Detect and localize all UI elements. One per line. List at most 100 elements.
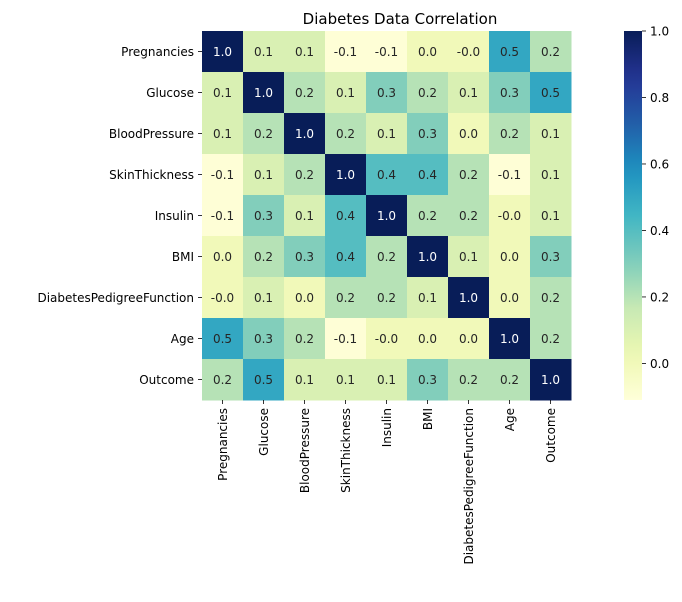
heatmap-cell-7-7 — [489, 318, 531, 360]
heatmap-cell-5-1 — [243, 236, 285, 278]
cell-label-8-4: 0.1 — [377, 373, 396, 387]
x-tick-label: DiabetesPedigreeFunction — [462, 408, 476, 565]
cell-label-1-7: 0.3 — [500, 86, 519, 100]
cell-label-2-8: 0.1 — [541, 127, 560, 141]
cell-label-6-4: 0.2 — [377, 291, 396, 305]
cell-label-1-3: 0.1 — [336, 86, 355, 100]
cell-label-2-2: 1.0 — [295, 127, 314, 141]
cell-label-6-2: 0.0 — [295, 291, 314, 305]
y-tick-label: Pregnancies — [121, 45, 194, 59]
heatmap-cell-5-6 — [448, 236, 490, 278]
cell-label-8-6: 0.2 — [459, 373, 478, 387]
cell-label-8-0: 0.2 — [213, 373, 232, 387]
cell-label-3-0: -0.1 — [211, 168, 234, 182]
heatmap-cell-6-8 — [530, 277, 572, 319]
heatmap-cell-4-2 — [284, 195, 326, 237]
heatmap-cell-1-1 — [243, 72, 285, 114]
heatmap-cell-7-2 — [284, 318, 326, 360]
x-tick-label: Glucose — [257, 408, 271, 456]
heatmap-cell-7-8 — [530, 318, 572, 360]
heatmap-cell-5-7 — [489, 236, 531, 278]
heatmap-cell-0-2 — [284, 31, 326, 73]
chart-title: Diabetes Data Correlation — [303, 10, 498, 28]
cell-label-2-3: 0.2 — [336, 127, 355, 141]
heatmap-cell-8-4 — [366, 359, 408, 401]
heatmap-cell-5-3 — [325, 236, 367, 278]
cell-label-2-6: 0.0 — [459, 127, 478, 141]
heatmap-cell-3-7 — [489, 154, 531, 196]
cell-label-1-0: 0.1 — [213, 86, 232, 100]
heatmap-cell-5-8 — [530, 236, 572, 278]
heatmap-cell-0-5 — [407, 31, 449, 73]
y-tick-label: Insulin — [155, 209, 194, 223]
x-tick-label: Outcome — [544, 408, 558, 463]
cell-label-5-8: 0.3 — [541, 250, 560, 264]
heatmap-cell-8-2 — [284, 359, 326, 401]
heatmap-cell-6-1 — [243, 277, 285, 319]
heatmap-cell-1-2 — [284, 72, 326, 114]
y-tick-label: BloodPressure — [109, 127, 194, 141]
cell-label-4-6: 0.2 — [459, 209, 478, 223]
cell-label-3-4: 0.4 — [377, 168, 396, 182]
cell-label-4-0: -0.1 — [211, 209, 234, 223]
heatmap-cell-8-5 — [407, 359, 449, 401]
cell-label-0-0: 1.0 — [213, 45, 232, 59]
heatmap-cell-3-8 — [530, 154, 572, 196]
heatmap-cell-5-2 — [284, 236, 326, 278]
cell-label-6-0: -0.0 — [211, 291, 234, 305]
heatmap-cell-6-0 — [202, 277, 244, 319]
colorbar-tick-label: 0.8 — [650, 91, 669, 105]
heatmap-cell-2-0 — [202, 113, 244, 155]
heatmap-cell-6-5 — [407, 277, 449, 319]
cell-label-1-8: 0.5 — [541, 86, 560, 100]
heatmap-cell-2-3 — [325, 113, 367, 155]
x-tick-label: BloodPressure — [298, 408, 312, 493]
heatmap-cell-3-2 — [284, 154, 326, 196]
heatmap-cell-7-5 — [407, 318, 449, 360]
heatmap-cell-2-7 — [489, 113, 531, 155]
cell-label-4-4: 1.0 — [377, 209, 396, 223]
heatmap-cell-1-5 — [407, 72, 449, 114]
heatmap-cell-1-8 — [530, 72, 572, 114]
cell-label-6-7: 0.0 — [500, 291, 519, 305]
cell-label-7-5: 0.0 — [418, 332, 437, 346]
heatmap-cell-1-7 — [489, 72, 531, 114]
cell-label-8-2: 0.1 — [295, 373, 314, 387]
heatmap-cell-2-2 — [284, 113, 326, 155]
heatmap-cell-1-4 — [366, 72, 408, 114]
cell-label-7-4: -0.0 — [375, 332, 398, 346]
heatmap-cell-3-3 — [325, 154, 367, 196]
heatmap-cell-0-8 — [530, 31, 572, 73]
heatmap-cell-8-3 — [325, 359, 367, 401]
colorbar-ticks: 0.0 0.2 0.4 0.6 0.8 1.0 — [642, 25, 669, 371]
cell-label-8-7: 0.2 — [500, 373, 519, 387]
heatmap-cell-5-5 — [407, 236, 449, 278]
cell-label-5-7: 0.0 — [500, 250, 519, 264]
x-tick-labels: Pregnancies Glucose BloodPressure SkinThick… — [216, 400, 558, 565]
heatmap-cell-3-5 — [407, 154, 449, 196]
cell-label-5-3: 0.4 — [336, 250, 355, 264]
cell-label-3-7: -0.1 — [498, 168, 521, 182]
heatmap-cells: 1.0 0.1 0.1 -0.1 -0.1 0.0 -0.0 0.5 0.2 0.1 1.0 0.2 0… — [202, 31, 572, 401]
cell-label-7-1: 0.3 — [254, 332, 273, 346]
heatmap-cell-4-5 — [407, 195, 449, 237]
heatmap-cell-4-6 — [448, 195, 490, 237]
heatmap-cell-2-1 — [243, 113, 285, 155]
cell-label-2-1: 0.2 — [254, 127, 273, 141]
heatmap-cell-3-6 — [448, 154, 490, 196]
heatmap-cell-3-4 — [366, 154, 408, 196]
heatmap-cell-2-4 — [366, 113, 408, 155]
heatmap-cell-5-4 — [366, 236, 408, 278]
cell-label-3-2: 0.2 — [295, 168, 314, 182]
heatmap-cell-1-0 — [202, 72, 244, 114]
cell-label-6-8: 0.2 — [541, 291, 560, 305]
x-tick-label: SkinThickness — [339, 408, 353, 493]
cell-label-6-3: 0.2 — [336, 291, 355, 305]
cell-label-2-4: 0.1 — [377, 127, 396, 141]
heatmap-cell-0-1 — [243, 31, 285, 73]
heatmap-cell-8-7 — [489, 359, 531, 401]
cell-label-0-6: -0.0 — [457, 45, 480, 59]
cell-label-4-2: 0.1 — [295, 209, 314, 223]
cell-label-0-3: -0.1 — [334, 45, 357, 59]
cell-label-6-1: 0.1 — [254, 291, 273, 305]
